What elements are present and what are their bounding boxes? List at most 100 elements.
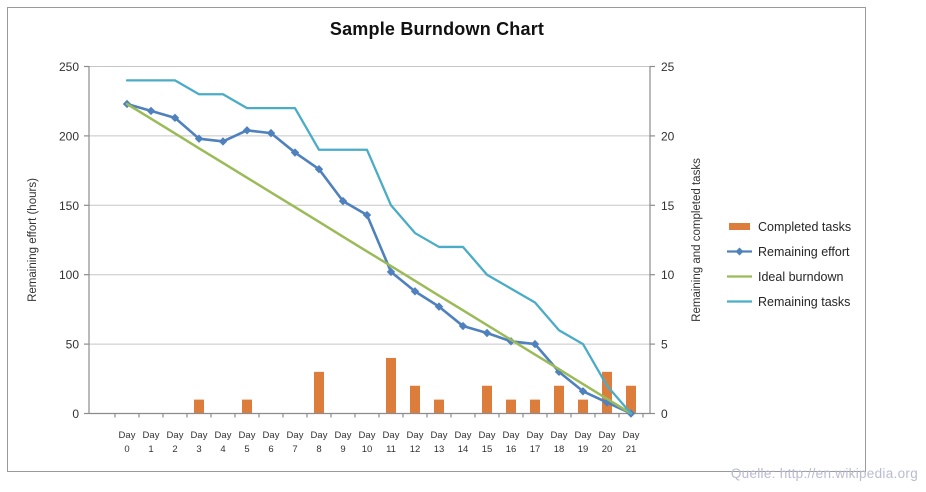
line-remaining-tasks	[125, 79, 633, 415]
bar-completed-tasks	[626, 385, 636, 414]
right-tick-label: 20	[661, 129, 675, 143]
bar-completed-tasks	[242, 399, 252, 414]
right-tick-label: 0	[661, 407, 668, 421]
left-tick-label: 50	[66, 338, 80, 352]
line-remaining-effort	[125, 102, 633, 415]
x-category-label: Day	[575, 430, 592, 441]
x-category-label: Day	[479, 430, 496, 441]
x-category-label: 11	[386, 444, 396, 455]
source-caption: Quelle: http://en.wikipedia.org	[730, 466, 918, 481]
x-category-label: 0	[124, 444, 129, 455]
right-tick-label: 10	[661, 268, 675, 282]
x-category-label: Day	[167, 430, 184, 441]
bar-completed-tasks	[554, 385, 564, 414]
x-category-label: 2	[172, 444, 177, 455]
x-category-label: 15	[482, 444, 493, 455]
marker-diamond	[362, 210, 372, 220]
legend-label: Remaining effort	[758, 244, 850, 259]
bar-completed-tasks	[434, 399, 444, 414]
marker-diamond	[410, 287, 420, 296]
left-tick-label: 200	[59, 129, 79, 143]
x-category-label: Day	[599, 430, 616, 441]
x-category-label: 16	[506, 444, 517, 455]
legend-label: Completed tasks	[758, 219, 852, 234]
x-category-label: 18	[554, 444, 565, 455]
legend-swatch-icon	[727, 247, 752, 256]
x-category-label: Day	[287, 430, 304, 441]
x-category-label: 3	[196, 444, 201, 455]
marker-diamond	[266, 128, 276, 138]
legend-entry-remaining-tasks: Remaining tasks	[727, 289, 851, 314]
x-category-label: 5	[244, 444, 249, 455]
marker-diamond	[290, 148, 300, 157]
marker-diamond	[482, 328, 492, 338]
x-category-label: Day	[431, 430, 448, 441]
right-tick-label: 5	[661, 338, 668, 352]
x-category-label: 21	[626, 444, 637, 455]
marker-diamond	[530, 339, 540, 349]
bar-completed-tasks	[578, 399, 588, 414]
x-category-label: Day	[143, 430, 160, 441]
legend-swatch-icon	[727, 275, 752, 278]
x-category-label: Day	[119, 430, 136, 441]
x-category-label: 9	[340, 444, 345, 455]
legend-swatch-icon	[727, 300, 752, 303]
x-category-label: 19	[578, 444, 589, 455]
x-category-label: Day	[407, 430, 424, 441]
bar-completed-tasks	[314, 371, 324, 414]
bar-completed-tasks	[506, 399, 516, 414]
x-category-label: 20	[602, 444, 613, 455]
marker-diamond	[218, 137, 228, 146]
x-category-label: Day	[215, 430, 232, 441]
bar-completed-tasks	[530, 399, 540, 414]
right-tick-label: 25	[661, 60, 675, 74]
marker-diamond	[314, 165, 324, 174]
x-category-label: 10	[362, 444, 373, 455]
legend-swatch-icon	[729, 223, 750, 230]
bar-completed-tasks	[602, 371, 612, 414]
x-category-label: 4	[220, 444, 225, 455]
legend-entry-ideal-burndown: Ideal burndown	[727, 264, 851, 289]
left-tick-label: 250	[59, 60, 79, 74]
marker-diamond	[170, 113, 180, 123]
x-category-label: Day	[239, 430, 256, 441]
x-category-label: Day	[311, 430, 328, 441]
marker-diamond	[242, 126, 252, 135]
marker-diamond	[146, 106, 156, 116]
x-category-label: Day	[263, 430, 280, 441]
bar-completed-tasks	[194, 399, 204, 414]
chart-title: Sample Burndown Chart	[329, 19, 545, 39]
left-tick-label: 0	[72, 407, 79, 421]
x-category-label: 8	[316, 444, 321, 455]
x-category-label: 12	[410, 444, 421, 455]
marker-diamond	[434, 302, 444, 311]
right-axis-title: Remaining and completed tasks	[691, 158, 703, 322]
left-axis-title: Remaining effort (hours)	[27, 178, 39, 302]
chart-frame	[7, 7, 866, 472]
x-category-label: 7	[292, 444, 297, 455]
bar-completed-tasks	[386, 357, 396, 414]
left-tick-label: 100	[59, 268, 79, 282]
x-category-label: Day	[527, 430, 544, 441]
legend-entry-remaining-effort: Remaining effort	[727, 239, 851, 264]
marker-diamond	[194, 134, 204, 143]
marker-diamond	[386, 267, 396, 277]
x-category-label: Day	[455, 430, 472, 441]
x-category-label: Day	[551, 430, 568, 441]
x-category-label: 1	[148, 444, 153, 455]
x-category-label: 17	[530, 444, 541, 455]
x-category-label: Day	[503, 430, 520, 441]
x-category-label: Day	[335, 430, 352, 441]
x-category-label: 13	[434, 444, 445, 455]
x-category-label: Day	[623, 430, 640, 441]
left-tick-label: 150	[59, 199, 79, 213]
x-category-label: 6	[268, 444, 273, 455]
legend-label: Remaining tasks	[758, 294, 851, 309]
marker-diamond	[458, 321, 468, 331]
x-category-label: Day	[191, 430, 208, 441]
right-tick-label: 15	[661, 199, 675, 213]
legend-entry-completed-tasks: Completed tasks	[727, 214, 851, 239]
marker-diamond	[578, 387, 588, 396]
